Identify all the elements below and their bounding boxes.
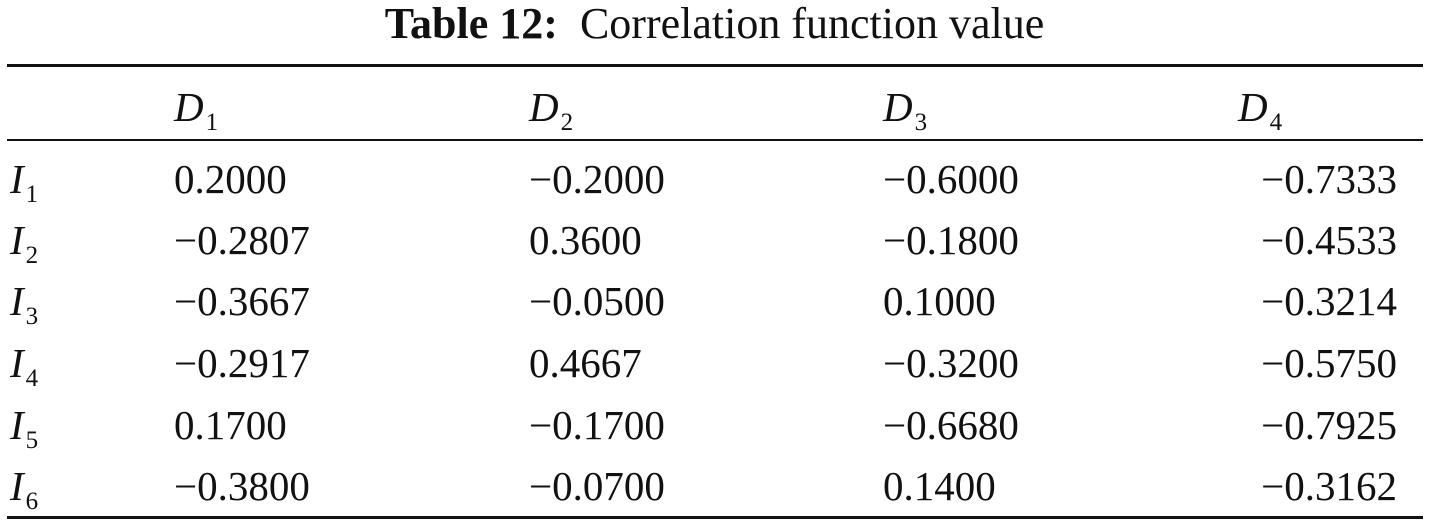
row-label-symbol: I: [10, 463, 24, 509]
table-cell: −0.2000: [529, 156, 665, 202]
table-cell: −0.2917: [174, 340, 310, 386]
row-label-subscript: 2: [25, 242, 39, 269]
row-label-symbol: I: [10, 217, 24, 263]
table-cell: −0.1800: [883, 217, 1019, 263]
row-label-i2: I2: [10, 217, 38, 268]
table-cell: −0.5750: [1261, 340, 1397, 386]
column-header-d3: D3: [883, 84, 927, 135]
row-label-subscript: 6: [25, 488, 39, 515]
column-header-subscript: 1: [205, 109, 219, 136]
row-label-subscript: 5: [25, 427, 39, 454]
row-label-symbol: I: [10, 278, 24, 324]
table-cell: −0.2807: [174, 217, 310, 263]
column-header-subscript: 4: [1269, 109, 1283, 136]
row-label-symbol: I: [10, 402, 24, 448]
table-cell: −0.3667: [174, 278, 310, 324]
column-header-d2: D2: [529, 84, 573, 135]
table-cell: −0.3214: [1261, 278, 1397, 324]
table-cell: 0.2000: [174, 156, 287, 202]
column-header-d1: D1: [174, 84, 218, 135]
row-label-symbol: I: [10, 156, 24, 202]
table-cell: −0.4533: [1261, 217, 1397, 263]
column-header-subscript: 2: [560, 109, 574, 136]
row-label-subscript: 3: [25, 303, 39, 330]
table-cell: 0.4667: [529, 340, 642, 386]
bottom-rule: [7, 516, 1423, 519]
table-cell: −0.0500: [529, 278, 665, 324]
table-cell: −0.0700: [529, 463, 665, 509]
row-label-i6: I6: [10, 463, 38, 514]
column-header-symbol: D: [529, 84, 559, 130]
table-cell: −0.6680: [883, 402, 1019, 448]
row-label-i1: I1: [10, 156, 38, 207]
column-header-subscript: 3: [914, 109, 928, 136]
column-header-symbol: D: [174, 84, 204, 130]
column-header-symbol: D: [883, 84, 913, 130]
table-cell: 0.3600: [529, 217, 642, 263]
table-cell: 0.1700: [174, 402, 287, 448]
table-cell: −0.7925: [1261, 402, 1397, 448]
table-cell: 0.1000: [883, 278, 996, 324]
table-cell: 0.1400: [883, 463, 996, 509]
row-label-symbol: I: [10, 340, 24, 386]
header-rule: [7, 139, 1423, 141]
table-cell: −0.3200: [883, 340, 1019, 386]
row-label-i5: I5: [10, 402, 38, 453]
table-caption-label: Table 12:: [384, 0, 558, 48]
column-header-symbol: D: [1238, 84, 1268, 130]
row-label-subscript: 4: [25, 365, 39, 392]
table-caption-text: Correlation function value: [579, 0, 1045, 48]
table-cell: −0.1700: [529, 402, 665, 448]
top-rule: [7, 64, 1423, 67]
table-cell: −0.3162: [1261, 463, 1397, 509]
table-cell: −0.6000: [883, 156, 1019, 202]
column-header-d4: D4: [1238, 84, 1282, 135]
table-caption: Table 12: Correlation function value: [0, 0, 1429, 48]
row-label-i4: I4: [10, 340, 38, 391]
table-cell: −0.7333: [1261, 156, 1397, 202]
row-label-subscript: 1: [25, 181, 39, 208]
row-label-i3: I3: [10, 278, 38, 329]
table-cell: −0.3800: [174, 463, 310, 509]
